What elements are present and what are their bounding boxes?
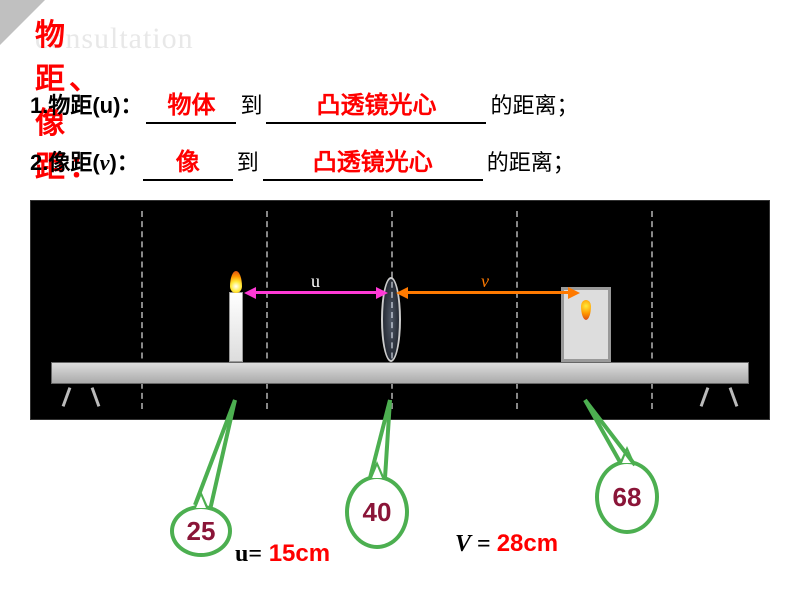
u-arrow-right-icon: [376, 287, 388, 299]
bench-leg: [699, 385, 739, 407]
def1-mid: 到: [240, 88, 262, 120]
v-label: v: [481, 271, 489, 292]
result-u: u= 15cm: [235, 540, 330, 568]
callout-25-value: 25: [187, 516, 216, 547]
definition-row-2: 2.像距(v)： 像 到 凸透镜光心 的距离；: [30, 142, 770, 181]
bench-leg: [61, 385, 101, 407]
result-u-var: u=: [235, 541, 262, 567]
result-v-var: V: [455, 531, 471, 557]
result-u-value: 15cm: [269, 540, 330, 567]
callout-68-value: 68: [613, 482, 642, 513]
def1-suffix: 的距离；: [490, 88, 578, 120]
result-v: V = 28cm: [455, 530, 558, 558]
def2-mid: 到: [237, 145, 259, 177]
def2-blank2: 凸透镜光心: [263, 142, 483, 181]
definitions: 1.物距(u)： 物体 到 凸透镜光心 的距离； 2.像距(v)： 像 到 凸透…: [30, 85, 770, 199]
result-v-value: 28cm: [497, 530, 558, 557]
def1-prefix: 1.物距(u)：: [30, 88, 142, 120]
v-arrow-right-icon: [568, 287, 580, 299]
def1-blank2: 凸透镜光心: [266, 85, 486, 124]
callout-25: 25: [170, 505, 232, 557]
result-v-eq: =: [471, 531, 497, 557]
v-arrow-left-icon: [396, 287, 408, 299]
callout-68: 68: [595, 460, 659, 534]
def2-var: v: [100, 150, 110, 176]
def2-suffix: 的距离；: [487, 145, 575, 177]
callout-40: 40: [345, 475, 409, 549]
def2-prefix-b: )：: [109, 145, 138, 177]
def2-blank1: 像: [143, 142, 233, 181]
definition-row-1: 1.物距(u)： 物体 到 凸透镜光心 的距离；: [30, 85, 770, 124]
candle-flame-icon: [230, 271, 242, 293]
candle: [229, 292, 243, 362]
optical-bench: [51, 362, 749, 384]
inverted-image-icon: [581, 300, 591, 320]
u-arrow-left-icon: [244, 287, 256, 299]
optics-diagram: u v: [30, 200, 770, 420]
def1-blank1: 物体: [146, 85, 236, 124]
callout-40-value: 40: [363, 497, 392, 528]
u-label: u: [311, 271, 320, 292]
callout-tail-icon: [193, 491, 209, 509]
callout-tail-icon: [619, 446, 635, 464]
def2-prefix-a: 2.像距(: [30, 145, 100, 177]
callout-tail-icon: [369, 461, 385, 479]
